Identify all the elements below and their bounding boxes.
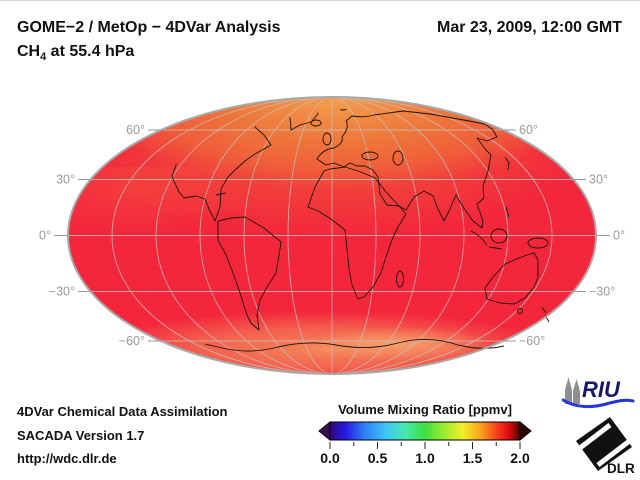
pressure-level: at 55.4 hPa bbox=[46, 43, 135, 60]
colorbar bbox=[318, 420, 532, 442]
page-title: GOME−2 / MetOp − 4DVar Analysis bbox=[17, 19, 281, 36]
cathedral-icon bbox=[565, 377, 580, 404]
colorbar-left-arrow bbox=[318, 420, 331, 442]
footer-line-url: http://wdc.dlr.de bbox=[17, 451, 117, 466]
riu-logo-text: RIU bbox=[582, 377, 621, 402]
coastlines bbox=[163, 107, 550, 352]
svg-text:−30°: −30° bbox=[589, 285, 615, 299]
dlr-logo-text: DLR bbox=[607, 461, 635, 476]
colorbar-title: Volume Mixing Ratio [ppmv] bbox=[338, 402, 512, 417]
species-level-title: CH4 at 55.4 hPa bbox=[17, 43, 134, 63]
svg-text:−60°: −60° bbox=[519, 334, 545, 348]
svg-text:60°: 60° bbox=[126, 123, 145, 137]
species-name: CH bbox=[17, 43, 41, 60]
svg-text:0°: 0° bbox=[39, 229, 51, 243]
colorbar-tick-2: 1.0 bbox=[415, 450, 435, 466]
footer-line-version: SACADA Version 1.7 bbox=[17, 428, 145, 443]
riu-swoosh bbox=[562, 398, 635, 409]
colorbar-ticks bbox=[329, 442, 521, 449]
svg-text:−30°: −30° bbox=[49, 285, 75, 299]
footer-line-assimilation: 4DVar Chemical Data Assimilation bbox=[17, 404, 228, 419]
colorbar-tick-4: 2.0 bbox=[510, 450, 530, 466]
dlr-logo: DLR bbox=[574, 417, 635, 476]
colorbar-tick-1: 0.5 bbox=[367, 450, 388, 466]
species-subscript: 4 bbox=[40, 51, 47, 64]
colorbar-tick-0: 0.0 bbox=[320, 450, 340, 466]
svg-text:0°: 0° bbox=[613, 229, 625, 243]
riu-logo: RIU bbox=[562, 377, 635, 409]
dlr-emblem-icon bbox=[574, 417, 634, 471]
colorbar-tick-3: 1.5 bbox=[462, 450, 483, 466]
timestamp: Mar 23, 2009, 12:00 GMT bbox=[437, 19, 622, 36]
svg-text:−60°: −60° bbox=[119, 334, 145, 348]
svg-text:60°: 60° bbox=[519, 123, 538, 137]
svg-text:30°: 30° bbox=[56, 173, 75, 187]
colorbar-right-arrow bbox=[519, 420, 532, 442]
svg-text:30°: 30° bbox=[589, 173, 608, 187]
world-map: 60° 60° 30° 30° 0° 0° −30° −30° −60° −60… bbox=[39, 96, 625, 375]
latitude-labels: 60° 60° 30° 30° 0° 0° −30° −30° −60° −60… bbox=[39, 123, 625, 348]
